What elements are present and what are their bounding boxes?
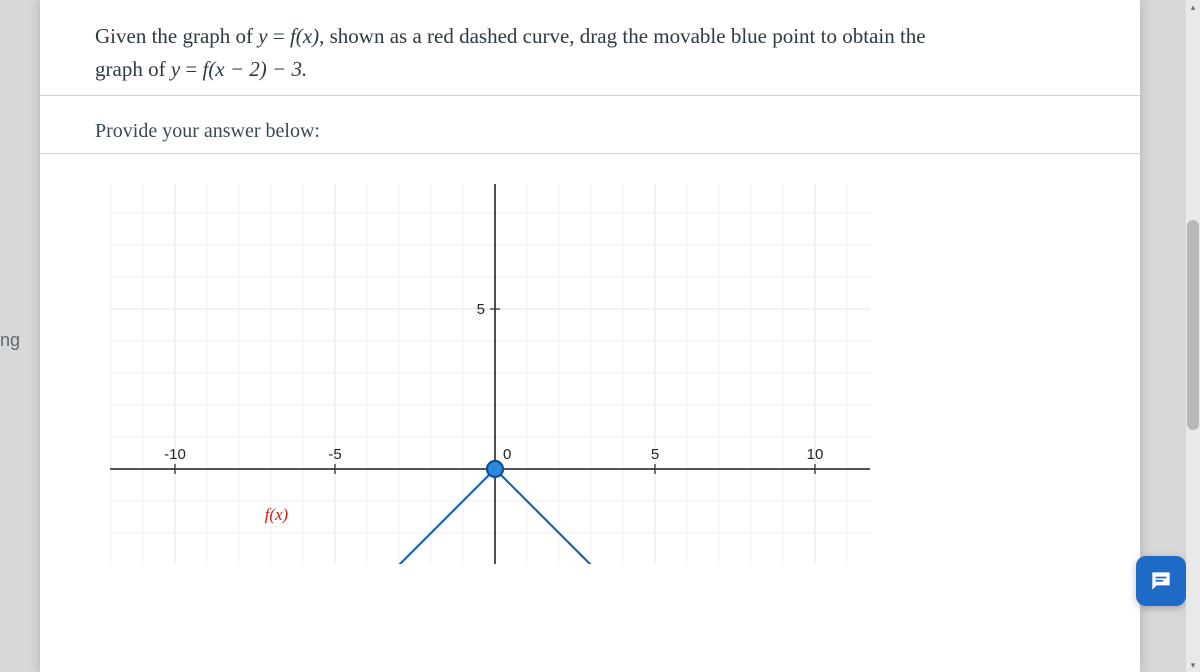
svg-text:f(x): f(x) bbox=[265, 505, 289, 524]
svg-text:-5: -5 bbox=[328, 446, 341, 463]
svg-text:5: 5 bbox=[477, 301, 485, 318]
page-container: Given the graph of y = f(x), shown as a … bbox=[40, 0, 1140, 672]
scroll-down-arrow[interactable]: ▾ bbox=[1186, 658, 1200, 672]
svg-text:10: 10 bbox=[807, 446, 824, 463]
q-line1-post: , shown as a red dashed curve, drag the … bbox=[319, 24, 926, 48]
answer-section: Provide your answer below: bbox=[40, 96, 1140, 154]
q-line1-pre: Given the graph of bbox=[95, 24, 258, 48]
scrollbar-track[interactable]: ▴ ▾ bbox=[1186, 0, 1200, 672]
draggable-point[interactable] bbox=[487, 461, 503, 477]
scrollbar-thumb[interactable] bbox=[1187, 220, 1199, 430]
chart-canvas[interactable]: -10-50510510f(x) bbox=[110, 184, 870, 564]
question-section: Given the graph of y = f(x), shown as a … bbox=[40, 0, 1140, 96]
sidebar-fragment: ng bbox=[0, 330, 20, 351]
chart-section: -10-50510510f(x) bbox=[40, 154, 1140, 574]
chat-button[interactable] bbox=[1136, 556, 1186, 606]
chat-icon bbox=[1148, 568, 1174, 594]
q-line1-fx: f(x) bbox=[290, 24, 319, 48]
svg-text:5: 5 bbox=[651, 446, 659, 463]
q-line2-pre: graph of bbox=[95, 57, 171, 81]
svg-text:0: 0 bbox=[503, 446, 511, 463]
q-line2-fx: f(x − 2) − 3. bbox=[202, 57, 307, 81]
chart-svg: -10-50510510f(x) bbox=[110, 184, 870, 564]
q-line1-y: y bbox=[258, 24, 267, 48]
question-text: Given the graph of y = f(x), shown as a … bbox=[95, 20, 1090, 85]
q-line2-eq: = bbox=[180, 57, 202, 81]
scroll-up-arrow[interactable]: ▴ bbox=[1186, 0, 1200, 14]
answer-label: Provide your answer below: bbox=[95, 120, 1090, 143]
q-line2-y: y bbox=[171, 57, 180, 81]
svg-text:-10: -10 bbox=[164, 446, 186, 463]
q-line1-eq: = bbox=[268, 24, 290, 48]
